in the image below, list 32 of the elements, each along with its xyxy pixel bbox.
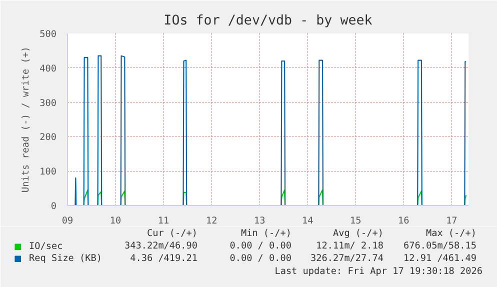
x-tick-label: 10 — [110, 216, 122, 226]
x-tick-label: 11 — [158, 216, 170, 226]
text: 326.27m/27.74 — [310, 253, 384, 264]
text: 0.00 / 0.00 — [230, 253, 292, 264]
legend-label: IO/sec — [29, 240, 63, 252]
y-tick-label: 100 — [40, 166, 57, 178]
text: Cur (-/+) — [146, 228, 198, 239]
y-tick-label: 0 — [50, 201, 57, 212]
x-tick-label: 15 — [350, 216, 362, 226]
chart-title: IOs for /dev/vdb - by week — [164, 14, 372, 28]
text: Last update: Fri Apr 17 19:30:18 2026 — [274, 266, 483, 277]
text: 12.91 /461.49 — [403, 253, 477, 264]
x-tick-label: 13 — [254, 216, 266, 226]
x-tick-label: 09 — [62, 216, 74, 226]
x-tick-label: 14 — [302, 216, 314, 226]
x-tick-label: 12 — [206, 216, 218, 226]
text: Avg (-/+) — [332, 228, 384, 239]
y-tick-label: 400 — [40, 63, 57, 74]
y-tick-label: 500 — [40, 29, 57, 40]
text: 12.11m/ 2.18 — [316, 240, 384, 252]
text: Min (-/+) — [240, 228, 292, 239]
y-axis-title: Units read (-) / write (+) — [20, 46, 32, 193]
y-tick-label: 300 — [40, 98, 57, 109]
y-tick-label: 200 — [40, 132, 57, 144]
x-tick-label: 17 — [446, 216, 458, 226]
x-tick-label: 16 — [398, 216, 410, 226]
text: 343.22m/46.90 — [124, 240, 198, 252]
text: Max (-/+) — [426, 228, 477, 239]
text: 4.36 /419.21 — [130, 253, 198, 264]
text: 676.05m/58.15 — [403, 240, 477, 252]
text: 0.00 / 0.00 — [230, 240, 292, 252]
legend-label: Req Size (KB) — [29, 252, 102, 264]
